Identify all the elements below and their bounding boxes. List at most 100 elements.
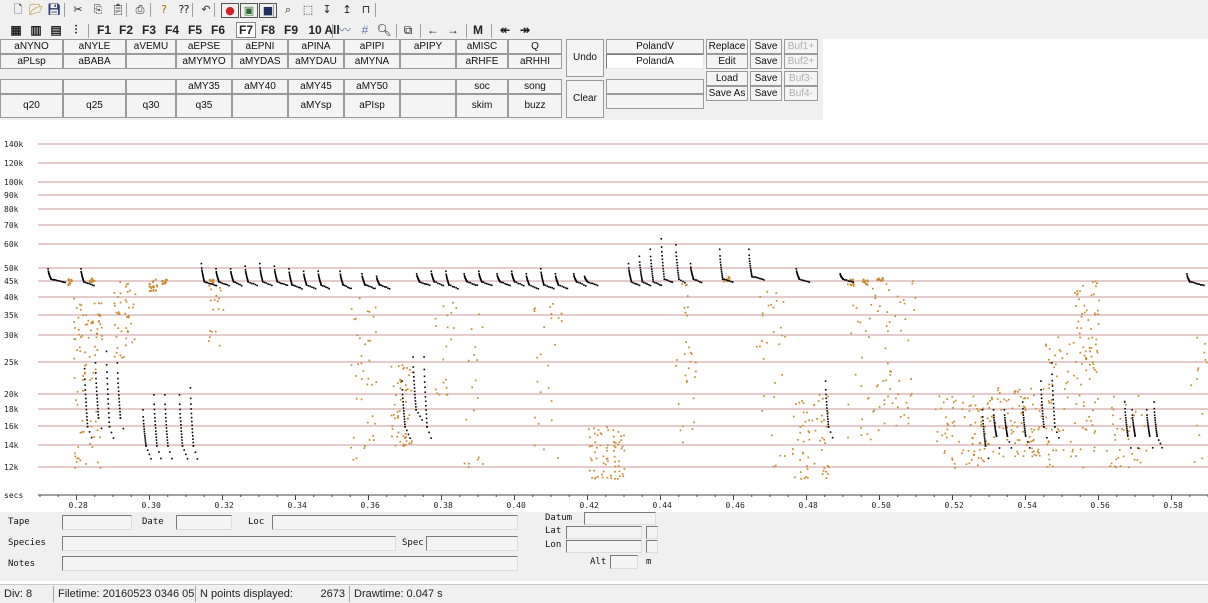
cursor-down-icon[interactable]: ↧ bbox=[322, 3, 332, 16]
species-button-apina[interactable]: aPINA bbox=[288, 39, 344, 54]
zoom-icon[interactable]: ⌕ bbox=[284, 3, 292, 16]
alt-field[interactable] bbox=[610, 555, 638, 569]
species-button-empty[interactable] bbox=[400, 54, 456, 69]
function-key-f6[interactable]: F6 bbox=[210, 23, 225, 37]
help-icon[interactable]: ? bbox=[161, 3, 167, 16]
species-button-aplsp[interactable]: aPLsp bbox=[0, 54, 63, 69]
species-button-amy35[interactable]: aMY35 bbox=[176, 79, 232, 94]
file-load-button[interactable]: Load bbox=[706, 71, 748, 86]
save-buffer-button[interactable]: Save bbox=[750, 71, 782, 86]
save-buffer-button[interactable]: Save bbox=[750, 54, 782, 69]
species-button-empty[interactable] bbox=[126, 79, 176, 94]
spectrogram-plot[interactable]: 140k 120k 100k 90k 80k 70k 60k 50k 45k 40k 35k 30k 2… bbox=[0, 121, 1208, 511]
label-d-field[interactable] bbox=[606, 94, 704, 109]
file-edit-button[interactable]: Edit bbox=[706, 54, 748, 69]
species-button-buzz[interactable]: buzz bbox=[508, 94, 562, 118]
grid-view-icon[interactable]: ▦ bbox=[10, 23, 22, 37]
species-button-amy50[interactable]: aMY50 bbox=[344, 79, 400, 94]
copy-window-icon[interactable]: ⧉ bbox=[403, 23, 413, 37]
function-key-f7[interactable]: F7 bbox=[236, 22, 256, 38]
label-v-button[interactable]: PolandV bbox=[606, 39, 704, 54]
stop-icon[interactable]: ■ bbox=[259, 3, 277, 18]
columns-view-icon[interactable]: ▤ bbox=[50, 23, 62, 37]
label-c-field[interactable] bbox=[606, 79, 704, 94]
save-buffer-button[interactable]: Save bbox=[750, 39, 782, 54]
species-button-amy40[interactable]: aMY40 bbox=[232, 79, 288, 94]
species-button-empty[interactable] bbox=[126, 54, 176, 69]
species-button-empty[interactable] bbox=[232, 94, 288, 118]
lat-hemisphere-field[interactable] bbox=[646, 526, 658, 539]
tape-field[interactable] bbox=[62, 515, 132, 530]
species-button-arhfe[interactable]: aRHFE bbox=[456, 54, 508, 69]
species-button-aepse[interactable]: aEPSE bbox=[176, 39, 232, 54]
buffer-button-2[interactable]: Buf2+ bbox=[784, 54, 818, 69]
species-button-amy45[interactable]: aMY45 bbox=[288, 79, 344, 94]
undo-icon[interactable]: ↶ bbox=[201, 3, 211, 16]
species-button-empty[interactable] bbox=[63, 79, 126, 94]
arrow-right-icon[interactable]: → bbox=[447, 23, 459, 37]
new-icon[interactable]: 🗋 bbox=[13, 3, 23, 16]
function-key-f1[interactable]: F1 bbox=[96, 23, 111, 37]
date-field[interactable] bbox=[176, 515, 232, 530]
species-button-q30[interactable]: q30 bbox=[126, 94, 176, 118]
species-button-amisc[interactable]: aMISC bbox=[456, 39, 508, 54]
species-button-soc[interactable]: soc bbox=[456, 79, 508, 94]
lon-hemisphere-field[interactable] bbox=[646, 540, 658, 553]
species-button-anyle[interactable]: aNYLE bbox=[63, 39, 126, 54]
species-button-amymyo[interactable]: aMYMYO bbox=[176, 54, 232, 69]
notes-field[interactable] bbox=[62, 556, 518, 571]
species-button-q25[interactable]: q25 bbox=[63, 94, 126, 118]
select-rect-icon[interactable]: ⬚ bbox=[302, 3, 314, 16]
filter-icon[interactable]: ▣ bbox=[240, 3, 258, 18]
file-replace-button[interactable]: Replace bbox=[706, 39, 748, 54]
magnify-icon[interactable]: 🔍︎ bbox=[376, 23, 392, 37]
species-button-apipy[interactable]: aPIPY bbox=[400, 39, 456, 54]
save-buffer-button[interactable]: Save bbox=[750, 86, 782, 101]
species-button-apipi[interactable]: aPIPI bbox=[344, 39, 400, 54]
species-button-amysp[interactable]: aMYsp bbox=[288, 94, 344, 118]
buffer-button-4[interactable]: Buf4- bbox=[784, 86, 818, 101]
buffer-button-3[interactable]: Buf3- bbox=[784, 71, 818, 86]
function-key-f5[interactable]: F5 bbox=[187, 23, 202, 37]
clear-button[interactable]: Clear bbox=[566, 80, 604, 118]
cursor-up-icon[interactable]: ↥ bbox=[342, 3, 352, 16]
wave-icon[interactable]: 〰 bbox=[338, 23, 351, 37]
species-button-amyna[interactable]: aMYNA bbox=[344, 54, 400, 69]
species-button-empty[interactable] bbox=[400, 94, 456, 118]
trace-view-icon[interactable]: ⫶ bbox=[74, 23, 78, 37]
species-button-empty[interactable] bbox=[400, 79, 456, 94]
species-button-arhhi[interactable]: aRHHI bbox=[508, 54, 562, 69]
species-button-q[interactable]: Q bbox=[508, 39, 562, 54]
lon-field[interactable] bbox=[566, 540, 642, 553]
file-save-as-button[interactable]: Save As bbox=[706, 86, 748, 101]
function-key-10[interactable]: 10 bbox=[308, 23, 322, 37]
species-button-q35[interactable]: q35 bbox=[176, 94, 232, 118]
species-button-apisp[interactable]: aPIsp bbox=[344, 94, 400, 118]
hash-icon[interactable]: # bbox=[361, 23, 369, 37]
species-button-avemu[interactable]: aVEMU bbox=[126, 39, 176, 54]
function-key-f9[interactable]: F9 bbox=[283, 23, 298, 37]
species-button-empty[interactable] bbox=[0, 79, 63, 94]
function-key-f4[interactable]: F4 bbox=[164, 23, 179, 37]
species-button-song[interactable]: song bbox=[508, 79, 562, 94]
split-view-icon[interactable]: ▥ bbox=[30, 23, 42, 37]
function-key-f3[interactable]: F3 bbox=[141, 23, 156, 37]
fast-forward-icon[interactable]: ↠ bbox=[519, 23, 531, 37]
save-icon[interactable]: 💾︎ bbox=[47, 3, 61, 16]
loc-field[interactable] bbox=[272, 515, 518, 530]
fast-back-icon[interactable]: ↞ bbox=[499, 23, 511, 37]
zero-crossing-plot[interactable]: 140k 120k 100k 90k 80k 70k 60k 50k 45k 40k 35k 30k 2… bbox=[0, 121, 1208, 511]
tree-icon[interactable]: ⊓ bbox=[361, 3, 371, 16]
lat-field[interactable] bbox=[566, 526, 642, 539]
spec-field[interactable] bbox=[426, 536, 518, 551]
context-help-icon[interactable]: ⁇ bbox=[178, 3, 190, 16]
copy-icon[interactable]: ⎘ bbox=[93, 3, 103, 16]
species-button-anyno[interactable]: aNYNO bbox=[0, 39, 63, 54]
datum-field[interactable] bbox=[584, 512, 656, 525]
function-key-f2[interactable]: F2 bbox=[118, 23, 133, 37]
open-icon[interactable]: 📂︎ bbox=[29, 3, 43, 16]
undo-button[interactable]: Undo bbox=[566, 39, 604, 77]
species-button-q20[interactable]: q20 bbox=[0, 94, 63, 118]
label-a-field[interactable]: PolandA bbox=[606, 54, 704, 69]
print-icon[interactable]: ⎙ bbox=[135, 3, 145, 16]
